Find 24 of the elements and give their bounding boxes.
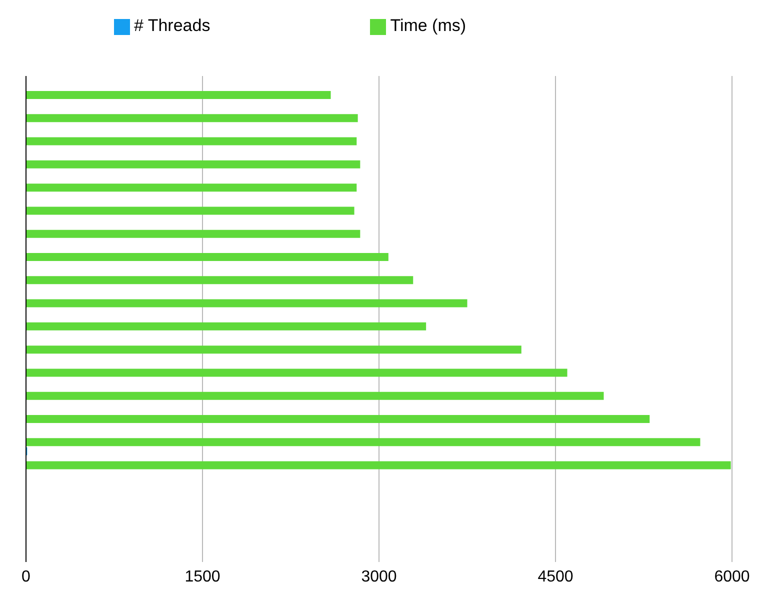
legend-label: # Threads <box>134 16 210 35</box>
bar <box>26 461 731 470</box>
x-tick-label: 4500 <box>538 568 574 586</box>
bar <box>26 114 358 122</box>
x-tick-label: 3000 <box>361 568 397 586</box>
bar <box>26 137 357 146</box>
x-tick-label: 6000 <box>714 568 750 586</box>
bar <box>26 230 360 238</box>
bar <box>26 276 414 284</box>
bar <box>26 184 357 192</box>
bar <box>26 438 700 446</box>
bar <box>26 392 604 400</box>
bar <box>26 415 650 423</box>
bar <box>26 253 388 261</box>
x-tick-label: 0 <box>22 568 31 586</box>
x-tick-label: 1500 <box>184 568 220 586</box>
bar <box>26 91 331 99</box>
bar <box>26 160 360 168</box>
bar <box>26 206 354 215</box>
bar <box>26 346 522 354</box>
bar <box>26 299 468 308</box>
legend-label: Time (ms) <box>390 16 466 35</box>
bar <box>26 368 568 377</box>
bar <box>26 322 426 330</box>
